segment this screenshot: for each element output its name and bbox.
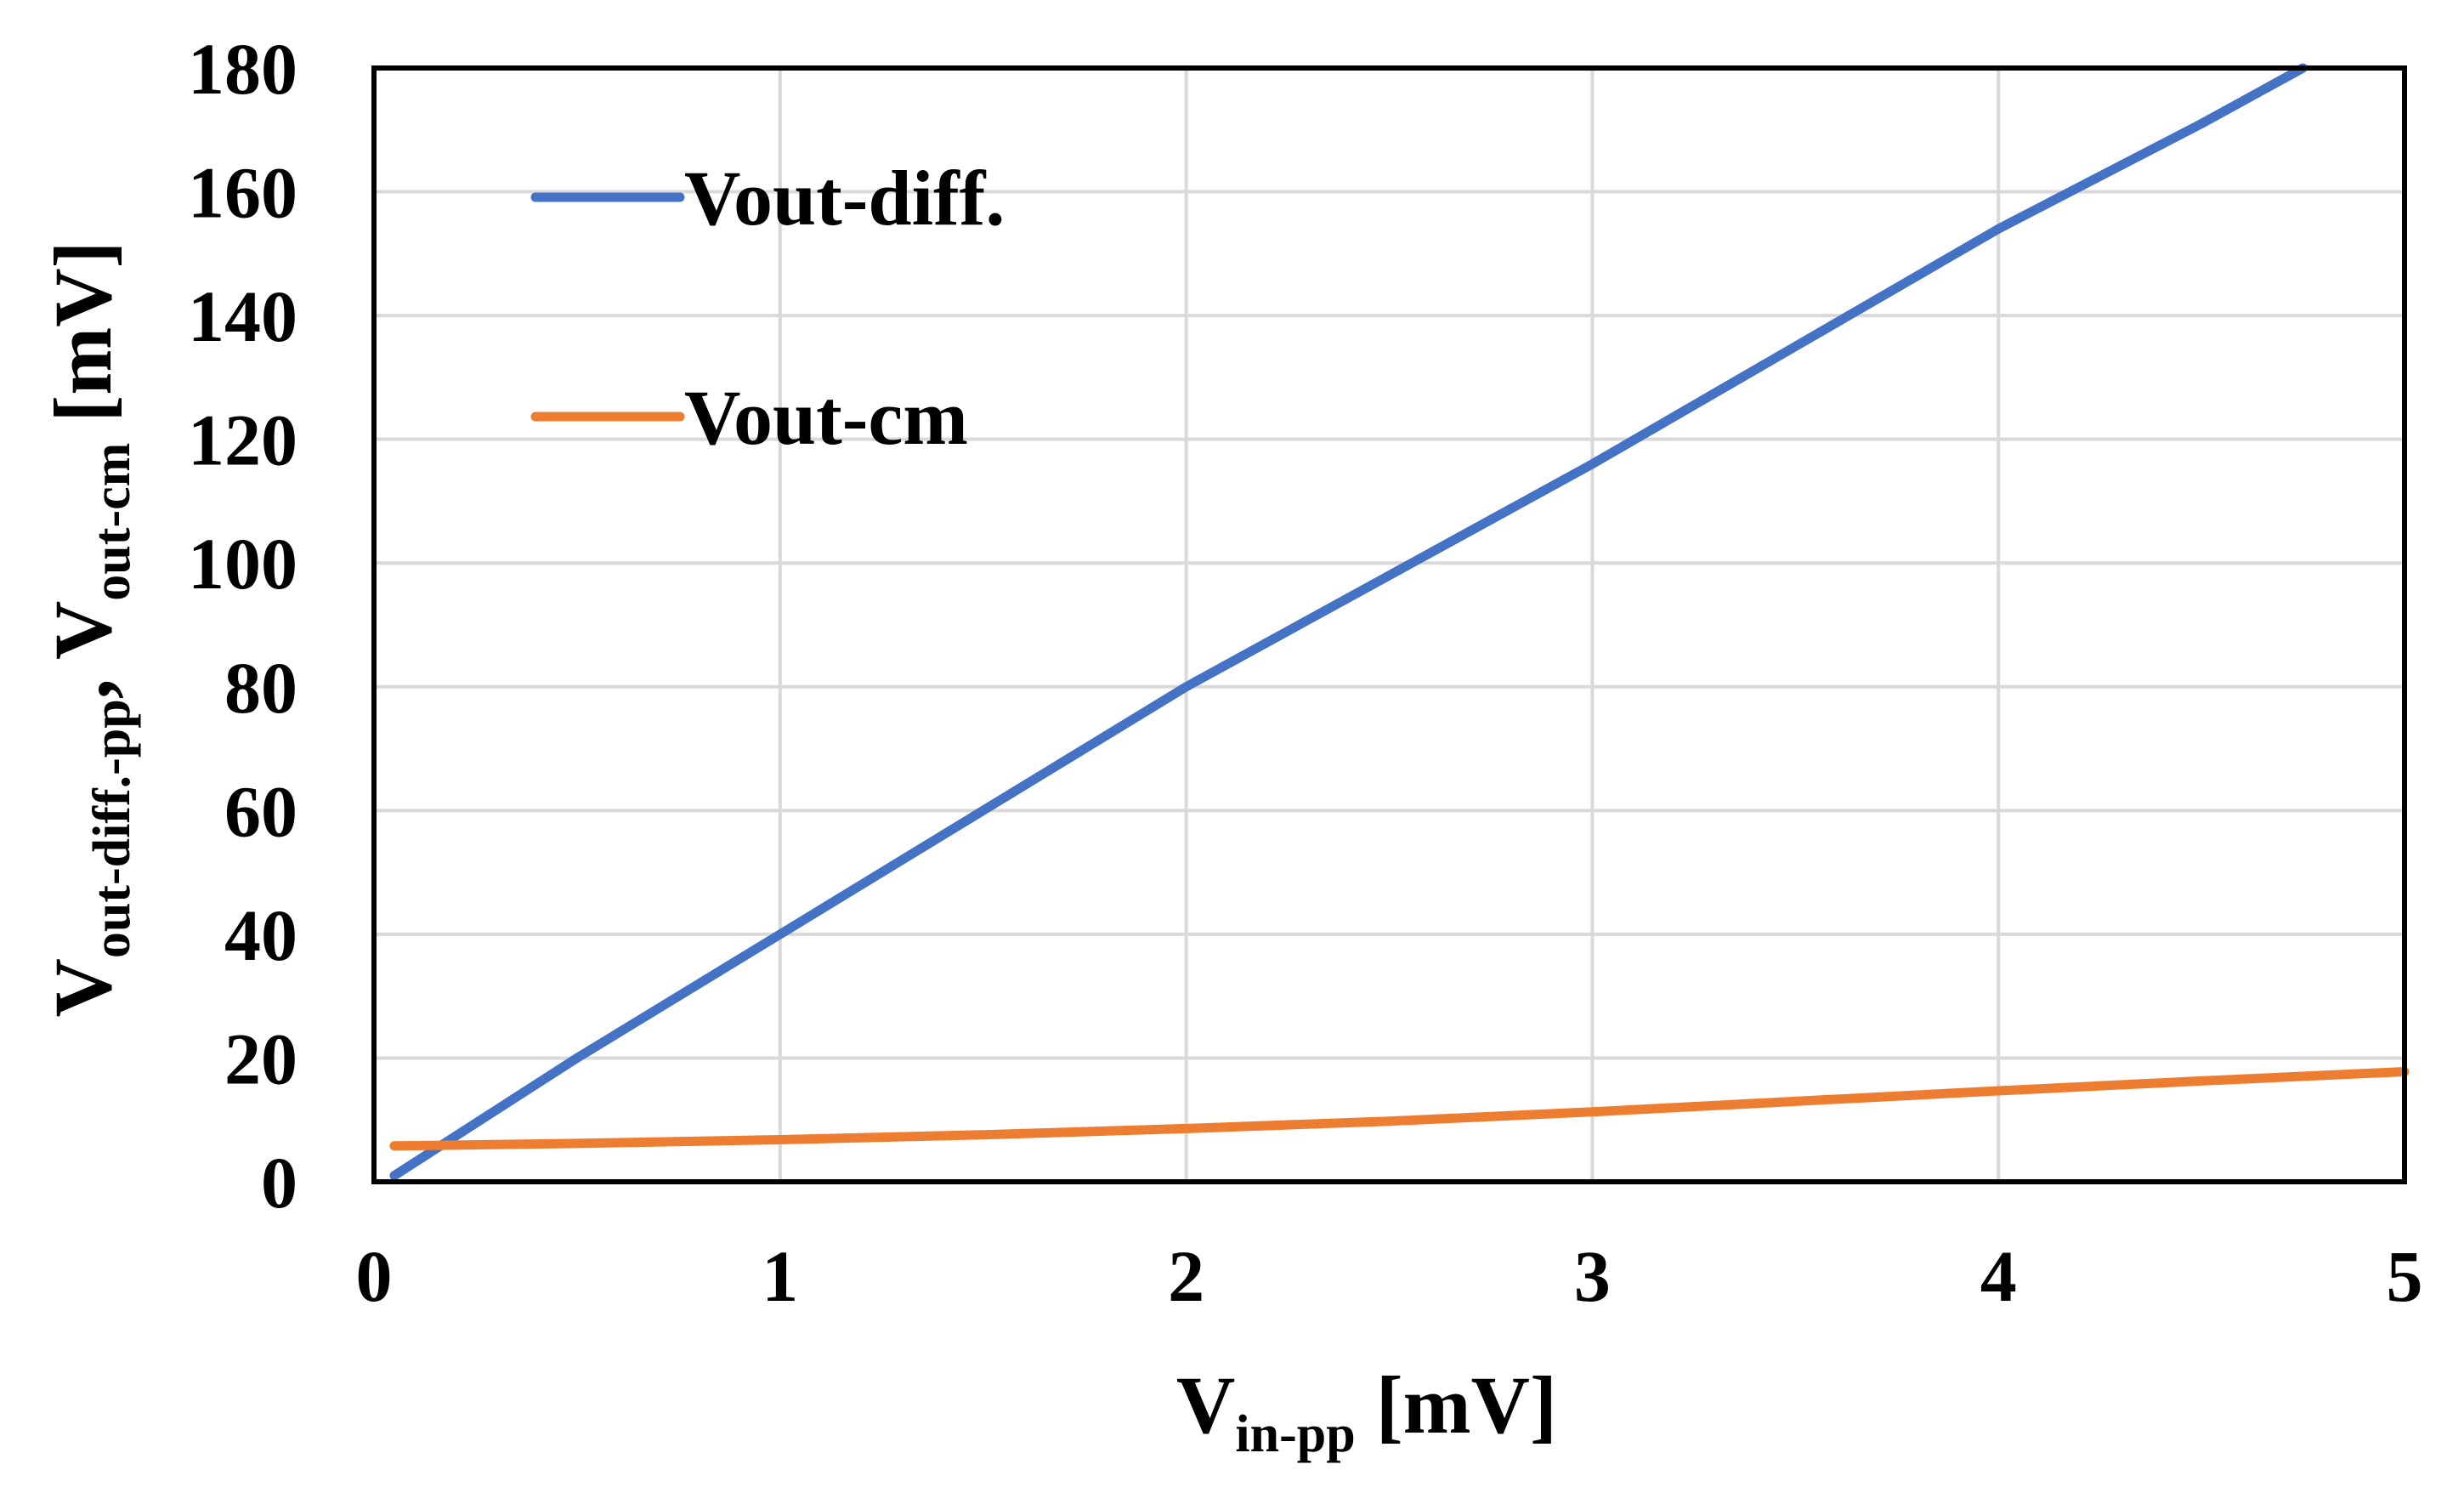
x-axis-title-sub: in-pp (1235, 1405, 1355, 1463)
x-tick-label: 4 (1980, 1235, 2017, 1317)
y-tick-label: 80 (224, 647, 297, 729)
y-tick-label: 60 (224, 770, 297, 852)
plot-area-frame (371, 65, 2407, 1184)
y-tick-label: 160 (188, 152, 297, 234)
x-axis-title: Vin-pp [mV] (1176, 1359, 1557, 1463)
y-tick-label: 0 (261, 1142, 297, 1223)
y-tick-label: 40 (224, 894, 297, 976)
y-tick-label: 100 (188, 523, 297, 604)
x-tick-label: 0 (356, 1235, 393, 1317)
x-axis-title-unit: [mV] (1356, 1359, 1557, 1450)
y-tick-label: 20 (224, 1018, 297, 1099)
y-tick-label: 120 (188, 400, 297, 481)
x-axis-tick-labels: 0 1 2 3 4 5 (356, 1235, 2423, 1317)
grid-lines (372, 66, 2406, 1183)
x-tick-label: 5 (2387, 1235, 2423, 1317)
y-axis-title-sub-2: out-cm (83, 443, 141, 601)
y-axis-title-sep: , (37, 660, 128, 699)
y-axis-title-unit: [mV] (37, 241, 128, 443)
y-tick-label: 180 (188, 28, 297, 110)
x-tick-label: 2 (1168, 1235, 1204, 1317)
series-line-vout-cm (389, 1067, 2410, 1151)
legend: Vout-diff. Vout-cm (530, 155, 1005, 461)
x-axis-title-main: V (1176, 1359, 1235, 1450)
x-tick-label: 1 (762, 1235, 798, 1317)
series-lines (389, 63, 2410, 1181)
y-tick-label: 140 (188, 275, 297, 357)
y-axis-title-main-1: V (37, 958, 128, 1017)
y-axis-tick-labels: 0 20 40 60 80 100 120 140 160 180 (188, 28, 297, 1223)
y-axis-title: Vout-diff.-pp, Vout-cm [mV] (37, 241, 141, 1018)
y-axis-title-main-2: V (37, 601, 128, 660)
series-line-vout-diff (389, 63, 2308, 1181)
legend-label-vout-cm: Vout-cm (684, 374, 968, 461)
y-axis-title-sub-1: out-diff.-pp (83, 699, 141, 958)
x-tick-label: 3 (1574, 1235, 1611, 1317)
legend-label-vout-diff: Vout-diff. (684, 155, 1005, 241)
